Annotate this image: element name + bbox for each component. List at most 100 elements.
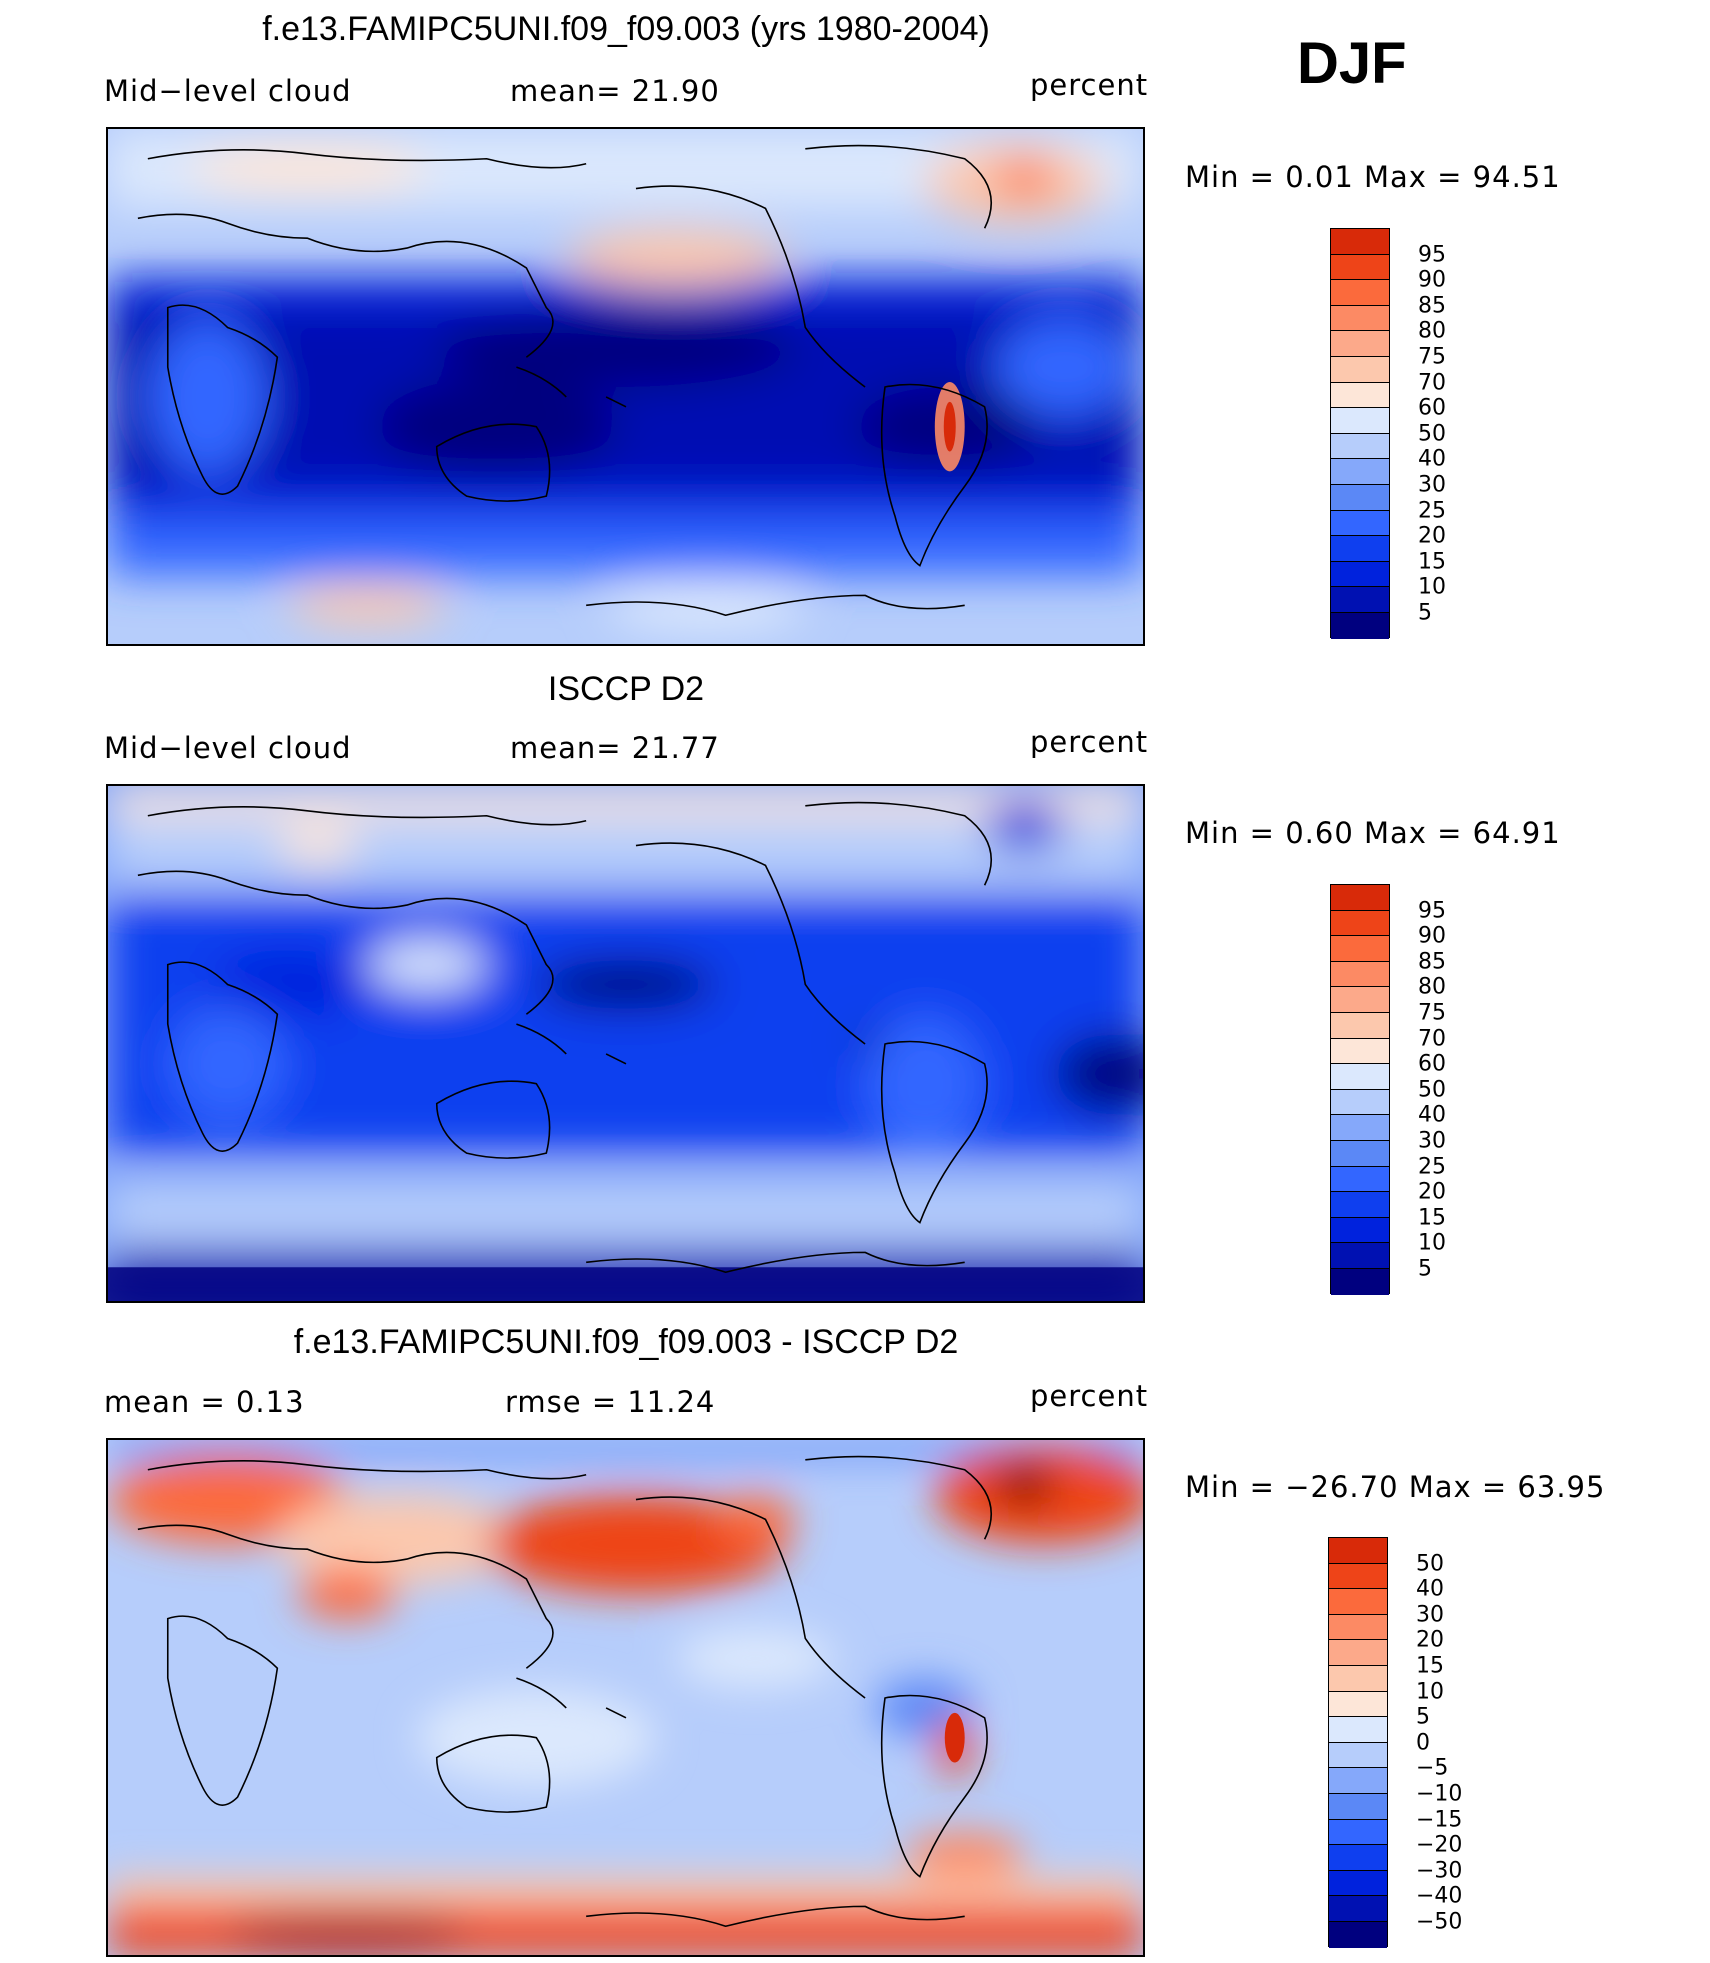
panel1-colorbar-tick: 70 [1418, 370, 1446, 396]
panel2-colorbar-tick: 70 [1418, 1026, 1446, 1052]
panel1-colorbar-segment [1331, 229, 1389, 255]
panel2-colorbar-segment [1331, 987, 1389, 1013]
panel3-map [106, 1438, 1145, 1957]
panel1-colorbar-segment [1331, 331, 1389, 357]
panel2-colorbar-box [1330, 884, 1390, 1295]
panel1-colorbar-segment [1331, 382, 1389, 409]
panel2-variable-label: Mid−level cloud [104, 731, 352, 765]
panel1-coastlines [137, 144, 992, 617]
panel1-colorbar-segment [1331, 561, 1389, 588]
panel1-colorbar-segment [1331, 459, 1389, 485]
panel3-colorbar-tick: −50 [1416, 1909, 1463, 1935]
panel2-colorbar-tick: 90 [1418, 923, 1446, 949]
panel1-map-svg [108, 129, 1143, 644]
panel2-colorbar-tick: 30 [1418, 1128, 1446, 1154]
panel1-title: f.e13.FAMIPC5UNI.f09_f09.003 (yrs 1980-2… [262, 10, 990, 48]
panel3-colorbar-segment [1329, 1640, 1387, 1666]
panel1-colorbar-tick: 30 [1418, 472, 1446, 498]
panel1-units-label: percent [1030, 68, 1149, 102]
panel3-colorbar-segment [1329, 1819, 1387, 1846]
panel1-colorbar-tick: 90 [1418, 267, 1446, 293]
panel1-colorbar-tick: 85 [1418, 293, 1446, 319]
panel2-colorbar-tick: 75 [1418, 1000, 1446, 1026]
panel2-colorbar-tick: 50 [1418, 1077, 1446, 1103]
panel1-map [106, 127, 1145, 646]
panel2-colorbar-segment [1331, 1166, 1389, 1193]
panel1-colorbar-segment [1331, 254, 1389, 281]
panel1-minmax: Min = 0.01 Max = 94.51 [1185, 160, 1561, 194]
panel3-colorbar-tick: −40 [1416, 1883, 1463, 1909]
panel1-colorbar-segment [1331, 280, 1389, 306]
panel3-colorbar-tick: 10 [1416, 1679, 1444, 1705]
panel2-colorbar-segment [1331, 1089, 1389, 1116]
panel2-colorbar-segment [1331, 885, 1389, 911]
panel3-units-label: percent [1030, 1379, 1149, 1413]
panel3-colorbar-segment [1329, 1870, 1387, 1897]
panel2-colorbar-segment [1331, 1064, 1389, 1090]
panel2-mean-label: mean= 21.77 [510, 731, 720, 765]
panel1-colorbar-tick: 20 [1418, 523, 1446, 549]
panel3-mean-label: mean = 0.13 [104, 1385, 305, 1419]
panel2-colorbar-tick: 25 [1418, 1154, 1446, 1180]
panel1-colorbar-tick: 25 [1418, 498, 1446, 524]
panel3-colorbar-tick: 30 [1416, 1602, 1444, 1628]
panel3-colorbar-tick: 5 [1416, 1704, 1430, 1730]
panel2-colorbar-tick: 95 [1418, 898, 1446, 924]
panel3-colorbar-segment [1329, 1768, 1387, 1794]
panel3-colorbar-segment [1329, 1896, 1387, 1922]
panel1-colorbar-segment [1331, 408, 1389, 434]
panel2-colorbar-segment [1331, 1243, 1389, 1269]
panel3-colorbar-tick: −15 [1416, 1807, 1463, 1833]
panel1-colorbar-tick: 75 [1418, 344, 1446, 370]
panel3-colorbar-tick: −30 [1416, 1858, 1463, 1884]
panel1-colorbar-segment [1331, 510, 1389, 537]
panel3-colorbar-tick: −10 [1416, 1781, 1463, 1807]
season-label: DJF [1297, 31, 1407, 96]
panel3-colorbar-segment [1329, 1921, 1387, 1948]
panel2-colorbar-segment [1331, 1192, 1389, 1218]
panel1-colorbar-tick: 10 [1418, 574, 1446, 600]
panel3-colorbar-segment [1329, 1742, 1387, 1769]
panel1-colorbar-segment [1331, 433, 1389, 460]
panel2-colorbar-tick: 5 [1418, 1256, 1432, 1282]
panel3-colorbar-segment [1329, 1717, 1387, 1743]
panel2-colorbar-tick: 60 [1418, 1051, 1446, 1077]
panel3-minmax: Min = −26.70 Max = 63.95 [1185, 1470, 1606, 1504]
panel3-colorbar-tick: 40 [1416, 1576, 1444, 1602]
panel3-colorbar-segment [1329, 1665, 1387, 1692]
panel2-colorbar-segment [1331, 1115, 1389, 1141]
panel2-colorbar-segment [1331, 1140, 1389, 1167]
panel3-colorbar-tick: 0 [1416, 1730, 1430, 1756]
panel1-colorbar-segment [1331, 536, 1389, 562]
panel1-colorbar-tick: 40 [1418, 446, 1446, 472]
panel3-colorbar-tick: 15 [1416, 1653, 1444, 1679]
panel2-colorbar-segment [1331, 1038, 1389, 1065]
panel2-title: ISCCP D2 [547, 670, 705, 708]
panel2-colorbar-tick: 80 [1418, 974, 1446, 1000]
panel2-colorbar-segment [1331, 910, 1389, 937]
panel2-minmax: Min = 0.60 Max = 64.91 [1185, 816, 1561, 850]
panel2-colorbar-segment [1331, 1217, 1389, 1244]
panel3-colorbar-segment [1329, 1845, 1387, 1871]
panel3-colorbar-tick: 20 [1416, 1627, 1444, 1653]
panel3-colorbar-tick: −20 [1416, 1832, 1463, 1858]
panel1-colorbar-tick: 60 [1418, 395, 1446, 421]
panel3-colorbar-segment [1329, 1691, 1387, 1718]
panel3-rmse-label: rmse = 11.24 [505, 1385, 716, 1419]
panel3-colorbar-segment [1329, 1614, 1387, 1641]
panel2-map-svg [108, 786, 1143, 1301]
panel2-coastlines [137, 801, 992, 1274]
panel1-colorbar-box [1330, 228, 1390, 639]
panel1-colorbar-tick: 15 [1418, 549, 1446, 575]
panel3-map-svg [108, 1440, 1143, 1955]
panel2-colorbar-tick: 85 [1418, 949, 1446, 975]
panel2-colorbar-tick: 10 [1418, 1230, 1446, 1256]
panel3-colorbar-segment [1329, 1538, 1387, 1564]
panel3-colorbar-segment [1329, 1589, 1387, 1615]
panel1-colorbar-tick: 5 [1418, 600, 1432, 626]
panel2-colorbar-segment [1331, 961, 1389, 988]
panel2-units-label: percent [1030, 725, 1149, 759]
panel1-colorbar-tick: 95 [1418, 242, 1446, 268]
panel2-map [106, 784, 1145, 1303]
panel1-colorbar-segment [1331, 484, 1389, 511]
